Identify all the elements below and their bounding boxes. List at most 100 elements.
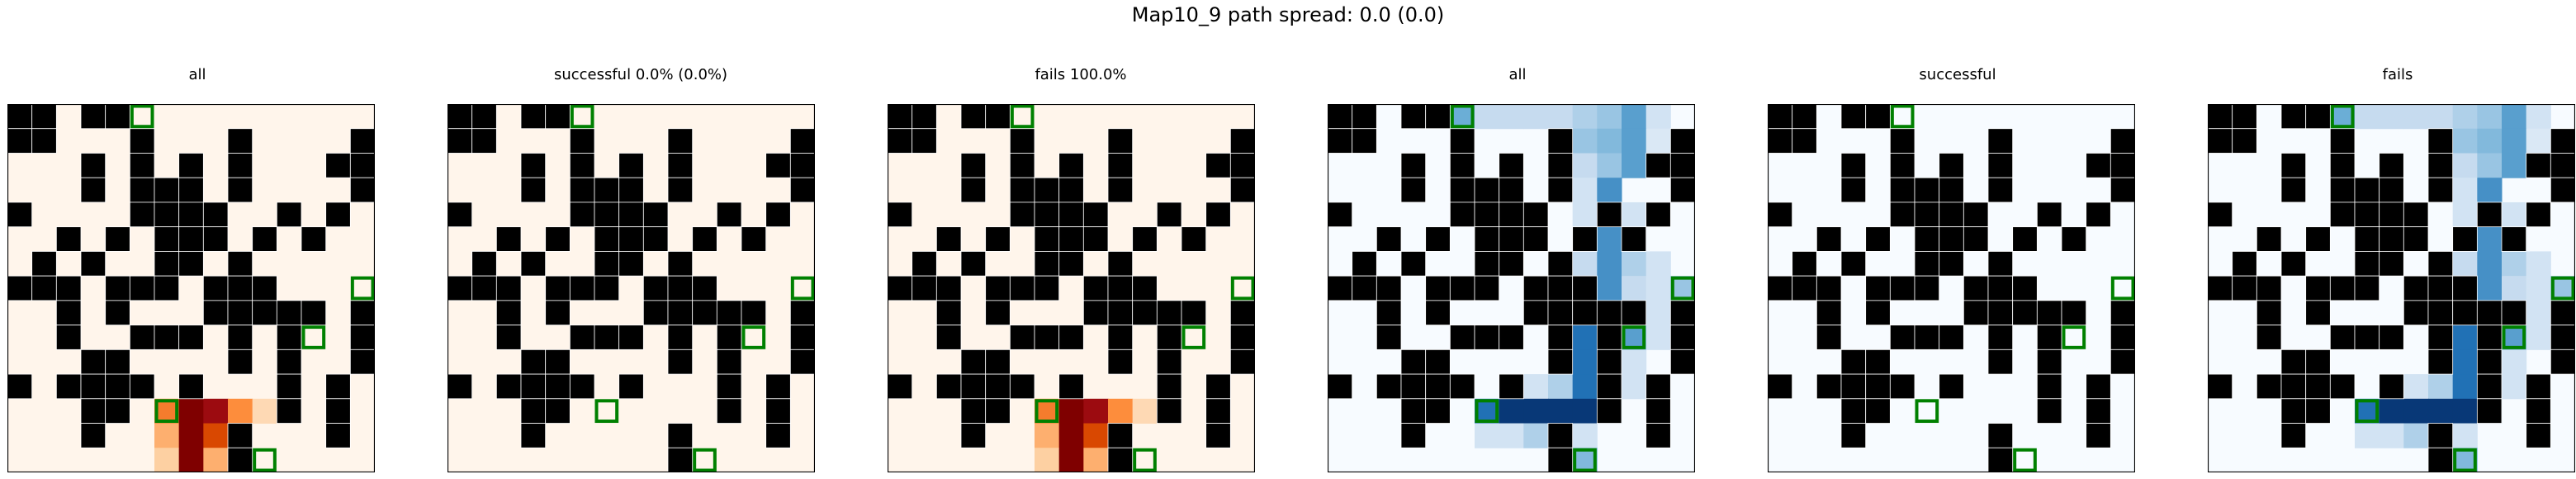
wall-cell [80,423,107,448]
wall-cell [2305,275,2331,301]
panel-title: fails [2382,66,2413,83]
wall-cell [2305,349,2331,375]
heat-cell [2452,178,2478,203]
wall-cell [80,177,107,203]
wall-cell [202,202,229,228]
wall-cell [2232,250,2257,277]
wall-cell [80,398,107,424]
wall-cell [2526,153,2551,178]
heat-cell [1646,300,1671,326]
wall-cell [80,373,107,400]
wall-cell [227,153,253,178]
heat-cell [2452,104,2478,130]
wall-cell [618,325,644,350]
wall-cell [594,325,620,350]
wall-cell [716,300,742,326]
wall-cell [129,177,155,203]
wall-cell [789,177,815,203]
wall-cell [2427,349,2454,375]
wall-cell [618,177,644,203]
wall-cell [2550,177,2575,203]
wall-cell [1376,300,1402,326]
target-marker [1622,325,1646,349]
wall-cell [520,349,547,375]
wall-cell [2526,423,2551,448]
heatmap-svg [7,104,375,472]
wall-cell [1400,250,1427,277]
target-marker [594,399,619,424]
wall-cell [1646,423,1671,448]
wall-cell [178,226,204,252]
heat-cell [1572,202,1598,228]
wall-cell [545,398,571,424]
heat-cell [178,448,204,472]
heat-cell [1597,251,1622,277]
wall-cell [2208,275,2233,301]
wall-cell [1499,325,1524,350]
wall-cell [1107,349,1134,375]
wall-cell [1205,398,1231,424]
wall-cell [2256,275,2282,301]
heatmap-grid [447,104,815,472]
wall-cell [2452,300,2478,326]
wall-cell [2086,398,2111,424]
wall-cell [495,373,522,400]
target-marker [2355,399,2379,424]
wall-cell [1009,128,1035,154]
wall-cell [1376,226,1402,252]
wall-cell [1596,300,1622,326]
wall-cell [667,423,694,448]
wall-cell [1914,275,1940,301]
wall-cell [1107,300,1134,326]
wall-cell [935,373,962,400]
wall-cell [325,373,351,400]
heat-cell [1597,178,1622,203]
wall-cell [1889,128,1915,154]
heat-cell [2403,374,2429,400]
target-marker [1230,276,1255,301]
wall-cell [594,202,620,228]
wall-cell [2280,153,2307,178]
wall-cell [276,202,302,228]
heat-cell [2379,104,2404,130]
panel-title: successful [1919,66,1996,83]
wall-cell [1034,250,1060,277]
wall-cell [765,423,791,448]
wall-cell [2550,325,2575,350]
wall-cell [301,300,327,326]
wall-cell [202,275,229,301]
wall-cell [447,128,473,154]
wall-cell [178,250,204,277]
heat-cell [1083,423,1109,448]
wall-cell [2354,250,2380,277]
wall-cell [7,275,33,301]
wall-cell [2036,373,2062,400]
target-marker [1915,399,1939,424]
heat-cell [2403,398,2429,424]
wall-cell [2329,275,2356,301]
wall-cell [1963,226,1989,252]
wall-cell [1865,349,1891,375]
heat-cell [1523,104,1549,130]
wall-cell [1939,177,1964,203]
wall-cell [105,300,130,326]
wall-cell [569,128,595,154]
wall-cell [1425,398,1451,424]
heat-cell [1622,104,1647,130]
heat-cell [1035,448,1060,472]
wall-cell [569,275,595,301]
wall-cell [667,447,694,472]
wall-cell [716,398,742,424]
wall-cell [1449,275,1475,301]
wall-cell [935,325,962,350]
heat-cell [1622,128,1647,154]
wall-cell [2550,128,2575,154]
wall-cell [1082,275,1109,301]
wall-cell [1400,423,1427,448]
wall-cell [2036,398,2062,424]
heatmap-svg [2208,104,2575,472]
wall-cell [2476,373,2503,400]
heat-cell [1499,398,1524,424]
heatmap-svg [888,104,1255,472]
wall-cell [1205,153,1231,178]
